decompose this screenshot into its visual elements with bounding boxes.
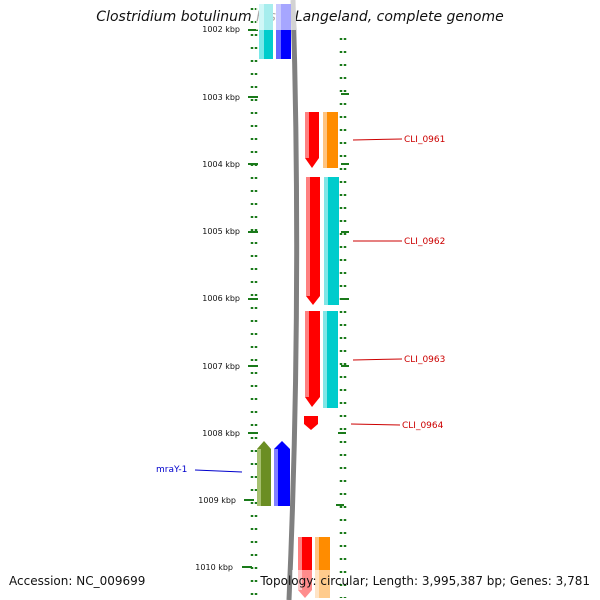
- tick-label: 1003 kbp: [202, 93, 240, 102]
- label-cli0961[interactable]: CLI_0961: [404, 135, 445, 145]
- tick-label: 1009 kbp: [198, 496, 236, 505]
- label-cli0963[interactable]: CLI_0963: [404, 355, 445, 365]
- feature-cli0963-cyan[interactable]: [323, 311, 338, 408]
- feature-cli0962-cyan[interactable]: [324, 177, 339, 305]
- tick-label: 1007 kbp: [202, 362, 240, 371]
- tick-label: 1005 kbp: [202, 227, 240, 236]
- feature-cli0962[interactable]: [306, 177, 320, 305]
- genome-backbone: [286, 0, 300, 600]
- feature-bottom-fade: [292, 570, 334, 600]
- leader-cli0964: [350, 423, 401, 426]
- leader-mray1: [194, 469, 243, 473]
- leader-cli0961: [352, 138, 403, 141]
- tick-label: 1002 kbp: [202, 25, 240, 34]
- genome-title: Clostridium botulinum F str. Langeland, …: [96, 9, 504, 25]
- label-cli0964[interactable]: CLI_0964: [402, 421, 444, 431]
- accession-text: Accession: NC_009699: [9, 574, 146, 588]
- feature-mray1-olive[interactable]: [257, 441, 271, 506]
- scale-tick-labels: 1002 kbp 1003 kbp 1004 kbp 1005 kbp 1006…: [195, 25, 240, 572]
- feature-cli0964[interactable]: [304, 416, 318, 430]
- feature-mray1[interactable]: [274, 441, 290, 506]
- gene-labels: CLI_0961 CLI_0962 CLI_0963 CLI_0964 mraY…: [156, 135, 445, 475]
- tick-label: 1004 kbp: [202, 160, 240, 169]
- feature-top-fade: [256, 0, 296, 30]
- genome-summary-text: Topology: circular; Length: 3,995,387 bp…: [260, 574, 590, 588]
- label-mray1[interactable]: mraY-1: [156, 465, 187, 475]
- feature-cli0961[interactable]: [305, 112, 319, 168]
- tick-label: 1006 kbp: [202, 294, 240, 303]
- tick-label: 1008 kbp: [202, 429, 240, 438]
- tick-label: 1010 kbp: [195, 563, 233, 572]
- label-cli0962[interactable]: CLI_0962: [404, 237, 445, 247]
- feature-cli0963[interactable]: [305, 311, 320, 407]
- leader-cli0963: [352, 358, 403, 361]
- scale-ticks: [242, 29, 349, 568]
- feature-cli0961-orange[interactable]: [323, 112, 338, 168]
